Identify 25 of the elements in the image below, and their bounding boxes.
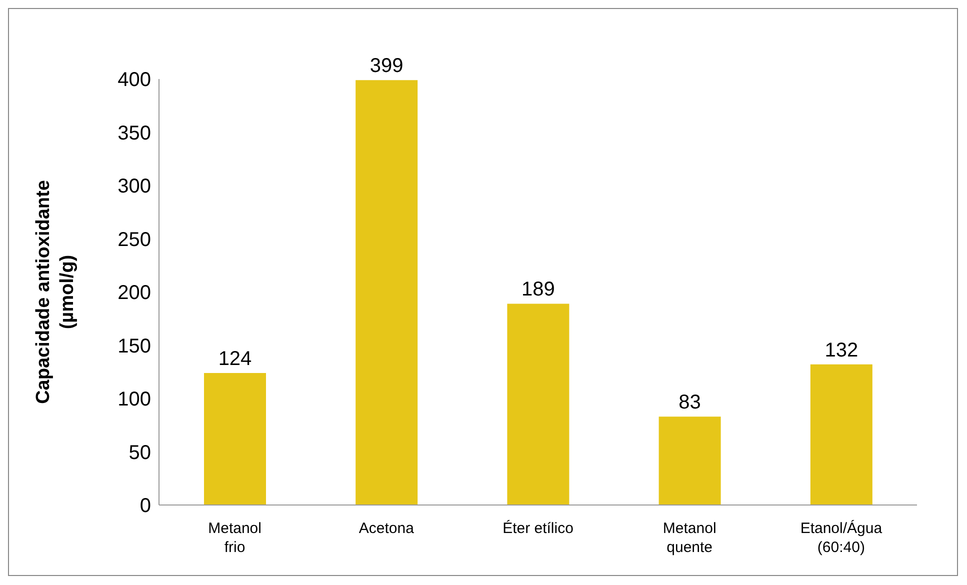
x-tick-label: Metanol frio (208, 520, 262, 556)
y-tick-label: 400 (118, 69, 151, 92)
bar (204, 372, 266, 505)
x-tick-label: Éter etílico (502, 519, 574, 537)
data-label: 399 (370, 55, 404, 78)
y-tick-label: 300 (118, 176, 151, 198)
bar (356, 80, 418, 505)
y-tick-label: 250 (118, 228, 151, 251)
data-label: 83 (678, 392, 701, 414)
data-label: 189 (522, 278, 555, 301)
y-tick-label: 200 (118, 282, 151, 304)
y-tick-label: 150 (118, 335, 151, 358)
y-tick-label: 100 (118, 388, 151, 411)
y-axis-title: Capacidade antioxidante (µmol/g) (33, 180, 78, 404)
bar (658, 416, 721, 505)
y-tick-label: 350 (118, 122, 151, 144)
y-tick-label: 50 (128, 442, 151, 464)
data-label: 132 (824, 339, 858, 362)
data-label: 124 (218, 348, 252, 370)
bar (507, 304, 570, 505)
x-tick-label: Etanol/Água (60:40) (800, 519, 883, 556)
x-tick-label: Acetona (358, 520, 415, 537)
x-tick-label: Metanol quente (662, 520, 716, 556)
y-tick-label: 0 (140, 495, 151, 518)
bar (810, 364, 872, 505)
